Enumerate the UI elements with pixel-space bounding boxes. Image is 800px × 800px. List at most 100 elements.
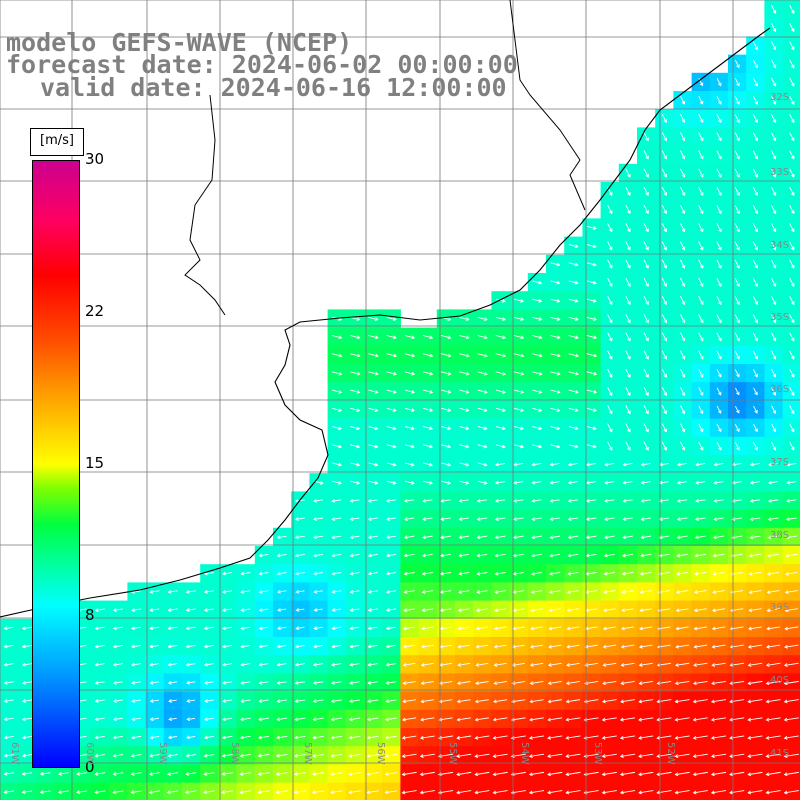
wind-arrow — [622, 553, 634, 557]
wind-arrow-head — [385, 517, 390, 521]
wind-arrow — [422, 517, 433, 520]
wind-arrow-head — [94, 753, 99, 758]
wind-arrow — [277, 553, 287, 557]
wind-arrow-head — [483, 426, 488, 431]
wind-arrow-head — [729, 772, 733, 777]
wind-arrow-head — [385, 571, 390, 576]
wind-arrow-head — [494, 498, 499, 503]
wind-arrow-head — [736, 409, 740, 414]
wind-arrow — [386, 590, 396, 593]
wind-arrow — [641, 517, 651, 520]
wind-arrow — [547, 735, 563, 739]
wind-arrow-head — [645, 374, 649, 378]
wind-arrow — [716, 132, 722, 141]
wind-arrow-head — [604, 517, 608, 521]
wind-arrow-head — [601, 717, 606, 722]
wind-arrow — [698, 277, 704, 287]
wind-arrow — [439, 681, 453, 684]
wind-arrow-head — [565, 790, 570, 795]
wind-arrow — [95, 772, 106, 775]
wind-arrow-head — [663, 374, 668, 378]
wind-arrow-head — [565, 754, 570, 758]
wind-arrow-head — [356, 444, 361, 449]
wind-arrow — [313, 681, 324, 684]
wind-arrow — [625, 223, 631, 232]
wind-arrow — [748, 699, 763, 703]
wind-arrow — [698, 168, 704, 178]
wind-arrow-head — [148, 790, 153, 795]
wind-arrow-head — [402, 717, 406, 722]
wind-arrow-head — [130, 753, 135, 758]
wind-arrow — [586, 462, 597, 466]
wind-arrow-head — [593, 408, 597, 412]
wind-arrow-head — [374, 408, 379, 412]
wind-arrow — [204, 626, 214, 630]
wind-arrow-head — [356, 335, 361, 340]
wind-arrow — [607, 387, 613, 396]
wind-arrow-head — [601, 735, 606, 740]
wind-arrow — [513, 389, 524, 393]
wind-cell — [782, 218, 800, 238]
wind-arrow-head — [474, 772, 479, 777]
wind-arrow — [350, 480, 360, 484]
wind-arrow — [771, 241, 776, 250]
wind-arrow-head — [747, 735, 752, 740]
wind-arrow — [661, 168, 667, 178]
wind-arrow-head — [483, 462, 488, 467]
wind-arrow — [603, 644, 616, 648]
wind-arrow-head — [674, 754, 679, 758]
wind-arrow — [585, 662, 598, 666]
wind-arrow-head — [494, 517, 499, 521]
wind-arrow-head — [699, 410, 704, 415]
wind-arrow-head — [663, 392, 668, 397]
wind-arrow — [422, 535, 433, 539]
wind-arrow — [547, 790, 563, 794]
wind-arrow — [477, 480, 487, 484]
wind-arrow — [514, 444, 524, 448]
wind-arrow-head — [592, 226, 597, 230]
wind-arrow-head — [465, 408, 470, 412]
wind-arrow-head — [531, 462, 536, 467]
wind-arrow — [367, 699, 379, 702]
wind-arrow-head — [356, 462, 361, 467]
wind-arrow — [514, 407, 524, 412]
wind-arrow-head — [790, 46, 795, 51]
wind-arrow — [603, 608, 616, 612]
wind-arrow — [241, 681, 251, 684]
wind-arrow — [423, 407, 433, 412]
wind-arrow-head — [663, 355, 668, 360]
wind-arrow — [550, 280, 560, 284]
wind-arrow — [495, 517, 506, 520]
wind-arrow — [529, 790, 545, 794]
wind-arrow-head — [608, 374, 613, 378]
wind-arrow — [659, 499, 670, 502]
wind-arrow — [567, 590, 579, 593]
wind-arrow-head — [330, 717, 335, 722]
wind-arrow-head — [429, 426, 433, 431]
wind-arrow — [331, 735, 343, 739]
wind-arrow — [753, 369, 758, 378]
wind-arrow-head — [772, 28, 777, 33]
wind-arrow-head — [565, 699, 570, 704]
wind-arrow — [494, 681, 507, 684]
wind-arrow — [331, 663, 342, 666]
wind-arrow — [641, 481, 651, 484]
wind-arrow-head — [421, 608, 426, 613]
wind-arrow-head — [620, 644, 625, 649]
wind-arrow — [730, 680, 745, 685]
wind-arrow — [620, 735, 636, 739]
wind-arrow — [771, 4, 776, 14]
wind-arrow — [750, 481, 760, 484]
wind-arrow — [550, 517, 560, 520]
wind-arrow — [441, 480, 451, 484]
wind-arrow — [40, 790, 51, 793]
wind-arrow — [331, 335, 342, 339]
wind-arrow — [531, 371, 542, 375]
wind-arrow — [438, 771, 454, 776]
wind-arrow — [643, 332, 649, 341]
wind-arrow — [494, 662, 507, 666]
wind-arrow-head — [312, 772, 316, 776]
wind-arrow — [314, 626, 323, 630]
wind-arrow — [566, 790, 581, 794]
wind-arrow — [698, 296, 704, 305]
